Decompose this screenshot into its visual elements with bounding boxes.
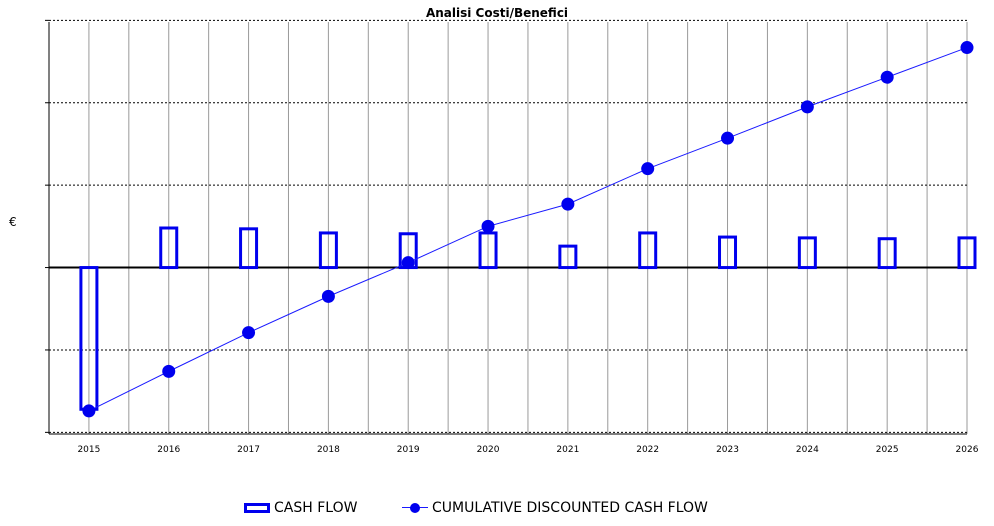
chart-title: Analisi Costi/Benefici <box>425 6 569 20</box>
x-tick-label: 2015 <box>77 445 100 455</box>
cash-flow-bar <box>957 236 977 270</box>
cash-flow-bar <box>318 231 338 270</box>
x-tick-label: 2021 <box>556 445 579 455</box>
legend-bar-swatch <box>244 503 270 513</box>
cumulative-point <box>960 41 974 55</box>
x-tick-labels: 2015 2016 2017 2018 2019 2020 2021 2022 2023 2024… <box>77 445 978 455</box>
x-tick-label: 2017 <box>237 445 260 455</box>
axes <box>45 19 967 435</box>
cumulative-point <box>561 197 575 211</box>
cumulative-point <box>721 131 735 145</box>
cumulative-point <box>162 364 176 378</box>
x-tick-label: 2023 <box>716 445 739 455</box>
x-tick-label: 2020 <box>477 445 500 455</box>
cumulative-point <box>321 289 335 303</box>
grid <box>49 19 968 434</box>
cumulative-line <box>88 47 968 412</box>
cash-flow-bar <box>558 244 578 270</box>
cumulative-point <box>401 256 415 270</box>
cumulative-point <box>82 404 96 418</box>
x-tick-label: 2024 <box>796 445 819 455</box>
cumulative-series <box>82 41 974 418</box>
cumulative-point <box>481 219 495 233</box>
x-tick-label: 2026 <box>956 445 979 455</box>
legend: CASH FLOW CUMULATIVE DISCOUNTED CASH FLO… <box>0 498 994 518</box>
cash-flow-bar <box>159 226 179 270</box>
cumulative-point <box>641 162 655 176</box>
cash-flow-bar <box>239 227 259 270</box>
x-tick-label: 2018 <box>317 445 340 455</box>
cash-flow-bar <box>877 237 897 270</box>
x-tick-label: 2025 <box>876 445 899 455</box>
cash-flow-bar <box>478 231 498 270</box>
cumulative-point <box>242 326 256 340</box>
legend-item-cumulative: CUMULATIVE DISCOUNTED CASH FLOW <box>402 498 708 518</box>
legend-item-cash-flow: CASH FLOW <box>244 498 357 518</box>
y-axis-label: € <box>9 215 17 229</box>
cumulative-point <box>880 70 894 84</box>
cash-flow-bar <box>797 236 817 270</box>
legend-label-cumulative: CUMULATIVE DISCOUNTED CASH FLOW <box>432 500 708 516</box>
x-tick-label: 2016 <box>157 445 180 455</box>
cash-flow-bar <box>638 231 658 270</box>
cumulative-point <box>800 100 814 114</box>
cash-flow-bar <box>718 235 738 270</box>
legend-line-swatch <box>402 502 428 514</box>
x-tick-label: 2019 <box>397 445 420 455</box>
x-tick-label: 2022 <box>636 445 659 455</box>
legend-label-cash-flow: CASH FLOW <box>274 500 358 516</box>
